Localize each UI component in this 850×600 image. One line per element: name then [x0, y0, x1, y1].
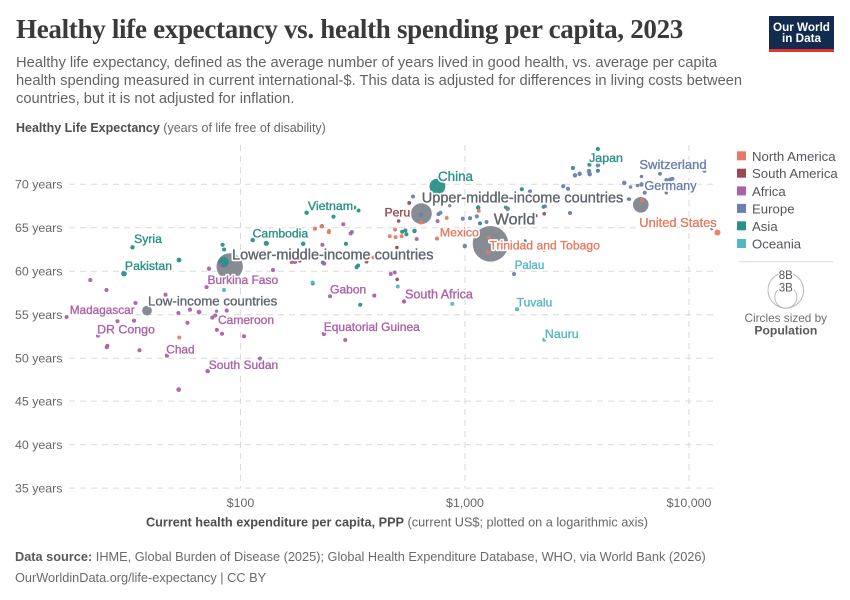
svg-text:South Sudan: South Sudan: [209, 358, 278, 372]
svg-text:Vietnam: Vietnam: [308, 199, 353, 213]
svg-text:World: World: [494, 211, 536, 228]
svg-text:Germany: Germany: [644, 179, 697, 193]
svg-text:Burkina Faso: Burkina Faso: [207, 273, 278, 287]
svg-text:North America: North America: [752, 149, 836, 164]
svg-text:Current health expenditure per: Current health expenditure per capita, P…: [146, 516, 648, 530]
svg-text:Chad: Chad: [166, 342, 194, 356]
svg-text:Tuvalu: Tuvalu: [517, 295, 553, 309]
svg-text:United States: United States: [639, 215, 716, 230]
svg-text:Pakistan: Pakistan: [125, 259, 172, 273]
svg-text:Burkina Faso: Burkina Faso: [207, 273, 278, 287]
svg-text:DR Congo: DR Congo: [97, 322, 155, 336]
svg-text:Low-income countries: Low-income countries: [148, 294, 278, 309]
svg-text:Mexico: Mexico: [440, 225, 479, 239]
svg-text:China: China: [438, 169, 474, 184]
svg-text:Japan: Japan: [589, 151, 623, 165]
svg-text:Peru: Peru: [385, 205, 411, 219]
svg-text:Equatorial Guinea: Equatorial Guinea: [324, 320, 420, 334]
svg-text:South America: South America: [752, 166, 838, 181]
svg-text:Africa: Africa: [752, 184, 786, 199]
svg-text:Cameroon: Cameroon: [218, 313, 274, 327]
svg-text:Japan: Japan: [589, 151, 623, 165]
svg-text:Lower-middle-income countries: Lower-middle-income countries: [232, 248, 433, 264]
svg-text:Germany: Germany: [644, 179, 697, 193]
svg-text:Lower-middle-income countries: Lower-middle-income countries: [232, 248, 433, 264]
svg-text:Upper-middle-income countries: Upper-middle-income countries: [422, 191, 623, 207]
svg-text:Pakistan: Pakistan: [125, 259, 172, 273]
svg-text:Population: Population: [754, 324, 817, 338]
svg-text:United States: United States: [639, 215, 716, 230]
svg-text:Trinidad and Tobago: Trinidad and Tobago: [490, 238, 601, 252]
svg-text:Low-income countries: Low-income countries: [148, 294, 278, 309]
svg-text:South Sudan: South Sudan: [209, 358, 278, 372]
svg-text:Vietnam: Vietnam: [308, 199, 353, 213]
svg-text:South Africa: South Africa: [405, 287, 473, 301]
svg-text:55 years: 55 years: [15, 308, 63, 322]
svg-text:65 years: 65 years: [15, 221, 63, 235]
svg-text:Oceania: Oceania: [752, 237, 802, 252]
svg-text:Nauru: Nauru: [545, 327, 579, 341]
svg-text:50 years: 50 years: [15, 352, 63, 366]
svg-text:$10,000: $10,000: [667, 496, 712, 510]
svg-text:Switzerland: Switzerland: [639, 157, 706, 172]
svg-text:$100: $100: [227, 496, 255, 510]
svg-text:Upper-middle-income countries: Upper-middle-income countries: [422, 191, 623, 207]
svg-text:Madagascar: Madagascar: [70, 303, 135, 317]
svg-text:Mexico: Mexico: [440, 225, 479, 239]
svg-text:45 years: 45 years: [15, 394, 63, 408]
svg-text:Peru: Peru: [385, 205, 411, 219]
svg-text:70 years: 70 years: [15, 178, 63, 192]
svg-text:China: China: [438, 169, 474, 184]
svg-text:Madagascar: Madagascar: [70, 303, 135, 317]
svg-text:DR Congo: DR Congo: [97, 322, 155, 336]
svg-text:Trinidad and Tobago: Trinidad and Tobago: [490, 238, 601, 252]
svg-text:Syria: Syria: [134, 232, 162, 246]
svg-text:Switzerland: Switzerland: [639, 157, 706, 172]
svg-text:World: World: [494, 211, 536, 228]
svg-text:40 years: 40 years: [15, 438, 63, 452]
svg-text:South Africa: South Africa: [405, 287, 473, 301]
svg-text:Asia: Asia: [752, 219, 778, 234]
svg-text:3B: 3B: [779, 283, 793, 295]
svg-text:8B: 8B: [779, 270, 793, 282]
svg-text:Cambodia: Cambodia: [253, 226, 309, 240]
svg-text:Tuvalu: Tuvalu: [517, 295, 553, 309]
svg-text:Gabon: Gabon: [330, 283, 366, 297]
svg-text:Cambodia: Cambodia: [253, 226, 309, 240]
svg-text:Nauru: Nauru: [545, 327, 579, 341]
svg-text:$1,000: $1,000: [446, 496, 484, 510]
svg-text:Circles sized by: Circles sized by: [744, 311, 827, 325]
svg-text:Europe: Europe: [752, 201, 795, 216]
svg-text:Cameroon: Cameroon: [218, 313, 274, 327]
svg-text:35 years: 35 years: [15, 481, 63, 495]
svg-text:Gabon: Gabon: [330, 283, 366, 297]
svg-text:Equatorial Guinea: Equatorial Guinea: [324, 320, 420, 334]
svg-text:Syria: Syria: [134, 232, 162, 246]
svg-text:Chad: Chad: [166, 342, 194, 356]
svg-text:Palau: Palau: [515, 259, 545, 272]
svg-text:60 years: 60 years: [15, 265, 63, 279]
svg-text:Palau: Palau: [515, 259, 545, 272]
